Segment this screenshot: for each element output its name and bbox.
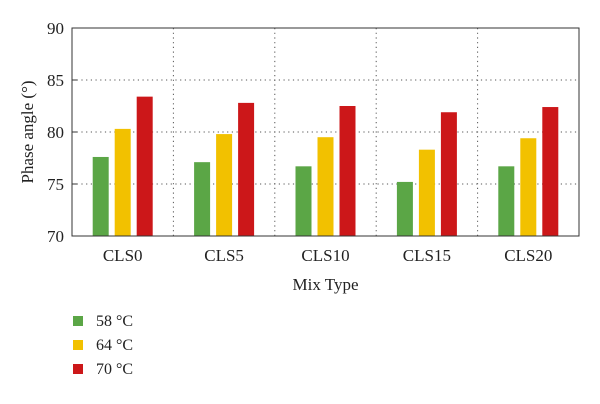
- legend-swatch: [73, 316, 83, 326]
- bar: [396, 181, 413, 236]
- x-tick-label: CLS20: [504, 246, 552, 265]
- y-tick-label: 90: [47, 19, 64, 38]
- grid-lines: [72, 28, 579, 236]
- bar: [418, 149, 435, 236]
- bar: [317, 137, 334, 236]
- x-axis: CLS0 CLS5 CLS10 CLS15 CLS20: [103, 246, 553, 265]
- bar: [238, 102, 255, 236]
- legend-label: 64 °C: [96, 337, 133, 354]
- bar: [216, 134, 233, 236]
- y-axis-label: Phase angle (°): [18, 80, 37, 183]
- x-tick-label: CLS15: [403, 246, 451, 265]
- legend-label: 58 °C: [96, 313, 133, 330]
- y-axis: 70 75 80 85 90: [47, 19, 77, 246]
- bar: [92, 156, 109, 236]
- legend: 58 °C 64 °C 70 °C: [73, 313, 133, 378]
- legend-label: 70 °C: [96, 361, 133, 378]
- legend-swatch: [73, 364, 83, 374]
- bar: [194, 162, 211, 236]
- bar: [498, 166, 515, 236]
- bar: [114, 128, 131, 236]
- x-tick-label: CLS10: [301, 246, 349, 265]
- legend-item: 58 °C: [73, 313, 133, 330]
- bar: [542, 107, 559, 236]
- bar: [440, 112, 457, 236]
- bar: [295, 166, 312, 236]
- y-tick-label: 85: [47, 71, 64, 90]
- x-tick-label: CLS5: [204, 246, 244, 265]
- x-tick-label: CLS0: [103, 246, 143, 265]
- y-tick-label: 70: [47, 227, 64, 246]
- legend-swatch: [73, 340, 83, 350]
- y-tick-label: 75: [47, 175, 64, 194]
- bars: [92, 96, 559, 236]
- y-tick-label: 80: [47, 123, 64, 142]
- bar: [520, 138, 537, 236]
- bar: [136, 96, 153, 236]
- x-axis-label: Mix Type: [292, 275, 358, 294]
- bar: [339, 106, 356, 236]
- legend-item: 64 °C: [73, 337, 133, 354]
- legend-item: 70 °C: [73, 361, 133, 378]
